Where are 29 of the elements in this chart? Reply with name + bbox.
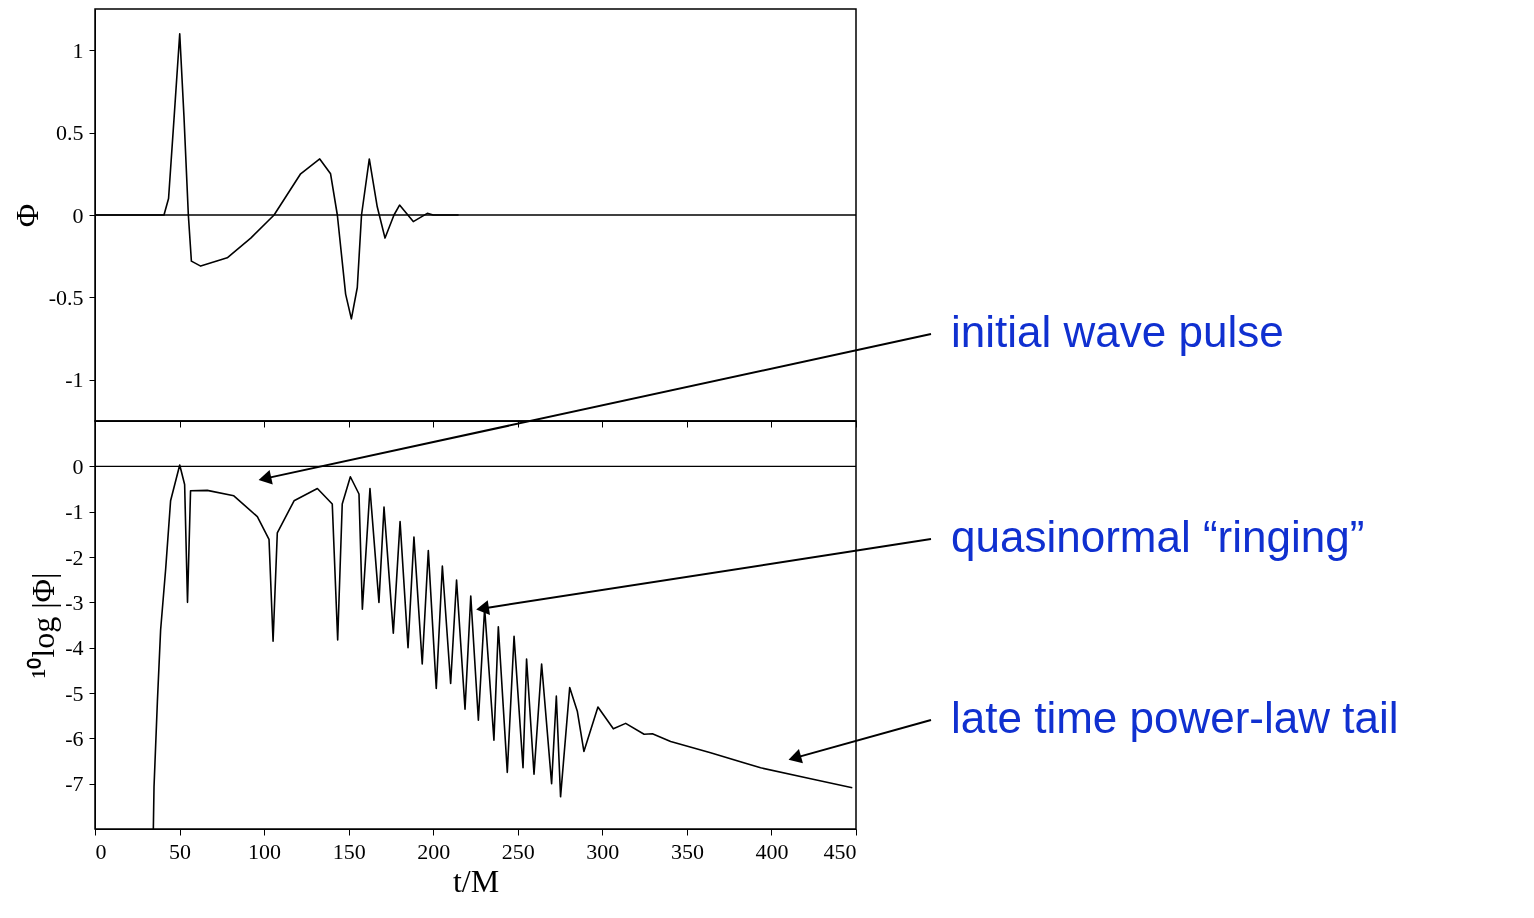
x-tick-label: 350 (670, 838, 704, 864)
y-tick-label: 0.5 (56, 120, 84, 146)
x-tick-label: 250 (501, 838, 535, 864)
x-tick-label: 400 (755, 838, 789, 864)
x-tick-label: 450 (823, 838, 857, 864)
annotation: late time power-law tail (951, 693, 1399, 742)
x-tick-label: 0 (95, 838, 107, 864)
y-tick-label: -1 (65, 499, 84, 525)
annotation: initial wave pulse (951, 307, 1284, 356)
x-tick-label: 50 (169, 838, 192, 864)
y-tick-label: -0.5 (48, 284, 84, 310)
y-axis-title: Φ (8, 203, 45, 228)
y-tick-label: -1 (65, 367, 84, 393)
y-axis-title: ¹⁰log |Φ| (25, 572, 62, 679)
annotation: quasinormal “ringing” (951, 512, 1365, 561)
x-tick-label: 300 (586, 838, 620, 864)
x-axis-title: t/M (452, 862, 500, 899)
x-tick-label: 100 (248, 838, 282, 864)
y-tick-label: -4 (65, 635, 84, 661)
y-tick-label: 0 (72, 453, 84, 479)
y-tick-label: -6 (65, 725, 84, 751)
x-tick-label: 200 (417, 838, 451, 864)
y-tick-label: -3 (65, 589, 84, 615)
y-tick-label: -7 (65, 771, 84, 797)
y-tick-label: 1 (72, 37, 84, 63)
x-tick-label: 150 (332, 838, 366, 864)
y-tick-label: -5 (65, 680, 84, 706)
y-tick-label: -2 (65, 544, 84, 570)
y-tick-label: 0 (72, 202, 84, 228)
